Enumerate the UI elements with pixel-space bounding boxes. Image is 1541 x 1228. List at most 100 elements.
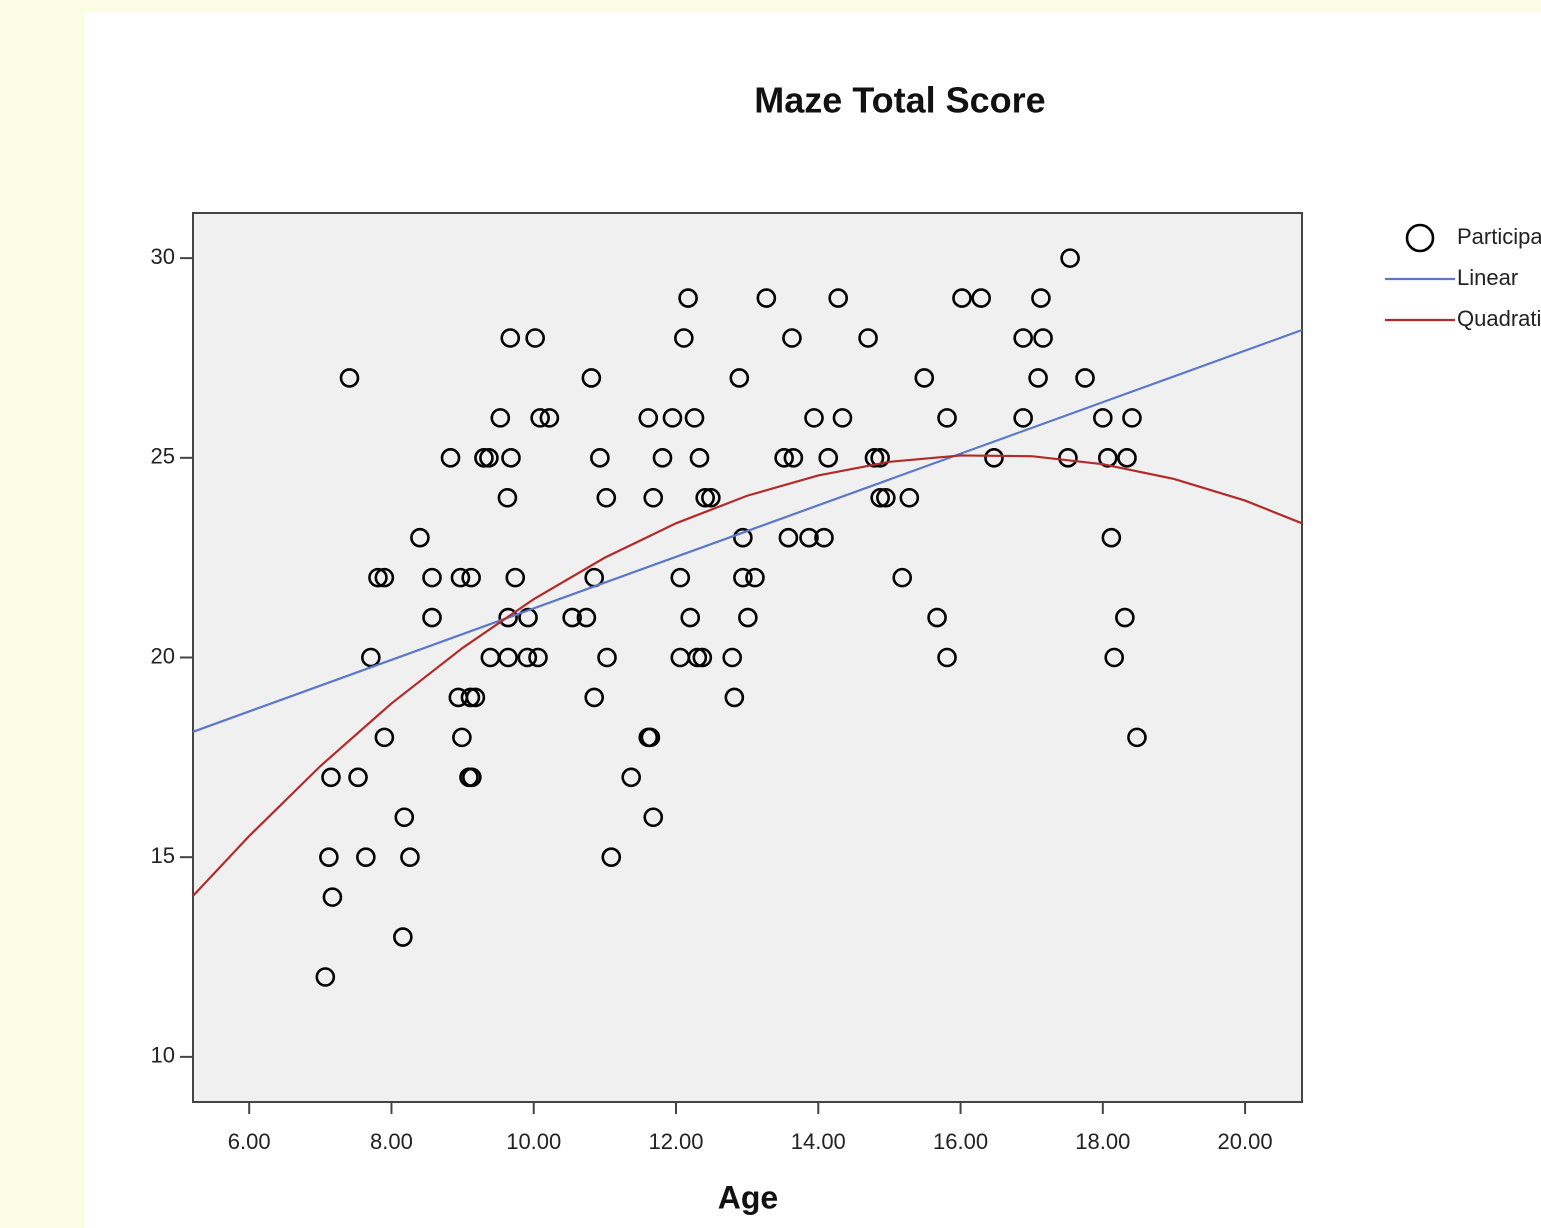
data-point	[864, 448, 885, 468]
data-point	[479, 448, 499, 468]
data-point	[339, 368, 360, 388]
data-point	[490, 408, 511, 428]
data-point	[892, 567, 913, 588]
data-point	[501, 448, 521, 468]
data-point	[756, 288, 777, 308]
data-point	[530, 408, 550, 428]
data-point	[576, 607, 597, 628]
y-tick-label: 10	[151, 1043, 175, 1068]
data-point	[684, 408, 705, 428]
legend-label: Linear	[1457, 265, 1518, 290]
data-point	[1028, 368, 1048, 388]
data-point	[733, 527, 753, 548]
x-tick-label: 6.00	[228, 1129, 271, 1154]
data-point	[452, 727, 472, 748]
data-point	[899, 487, 920, 508]
y-tick-label: 20	[151, 643, 175, 668]
data-point	[692, 647, 713, 668]
data-point	[601, 847, 622, 867]
data-point	[680, 607, 701, 628]
data-point	[462, 767, 482, 788]
data-point	[695, 487, 715, 508]
data-point	[374, 567, 395, 588]
data-point	[937, 408, 957, 428]
data-point	[876, 487, 896, 508]
data-point	[460, 687, 481, 708]
data-point	[498, 607, 518, 628]
data-point	[1060, 248, 1080, 268]
fit-line	[192, 454, 1303, 897]
data-point	[937, 647, 957, 668]
data-point	[670, 567, 691, 588]
x-tick-label: 18.00	[1075, 1129, 1130, 1154]
data-point	[1122, 408, 1142, 428]
data-point	[1013, 328, 1033, 348]
data-point	[971, 288, 991, 308]
data-point	[440, 448, 461, 468]
data-point	[517, 647, 538, 668]
chart-title: Maze Total Score	[754, 80, 1045, 121]
data-point	[774, 448, 794, 468]
data-point	[348, 767, 368, 788]
data-point	[465, 687, 486, 708]
legend-marker	[1405, 223, 1435, 253]
data-point	[356, 847, 376, 867]
data-point	[1033, 328, 1053, 348]
data-point	[927, 607, 947, 628]
data-point	[528, 647, 548, 668]
x-tick-label: 8.00	[370, 1129, 413, 1154]
data-point	[814, 527, 834, 548]
data-point	[498, 647, 518, 668]
data-point	[828, 288, 848, 308]
data-point	[818, 448, 839, 468]
data-point	[745, 567, 765, 588]
data-point	[497, 487, 518, 508]
legend-label: Quadratic	[1457, 306, 1541, 331]
data-point	[1104, 647, 1125, 668]
x-tick-label: 12.00	[648, 1129, 703, 1154]
data-point	[505, 567, 526, 588]
data-point	[643, 807, 664, 828]
data-point	[596, 487, 617, 508]
data-point	[722, 647, 743, 668]
data-point	[1115, 607, 1135, 628]
data-point	[597, 647, 617, 668]
data-point	[368, 567, 388, 588]
data-point	[1031, 288, 1051, 308]
data-point	[1127, 727, 1147, 748]
data-point	[1093, 408, 1113, 428]
y-tick-label: 25	[151, 444, 175, 469]
data-point	[1013, 408, 1033, 428]
data-point	[394, 807, 415, 828]
data-point	[474, 448, 494, 468]
data-point	[1075, 368, 1095, 388]
data-point	[652, 448, 673, 468]
data-point	[678, 288, 698, 308]
data-point	[400, 847, 420, 867]
data-point	[778, 527, 799, 548]
data-point	[674, 328, 694, 348]
data-point	[621, 767, 641, 788]
data-point	[525, 328, 545, 348]
data-point	[783, 448, 804, 468]
x-axis-label: Age	[718, 1179, 778, 1215]
data-point	[914, 368, 935, 388]
data-point	[640, 727, 661, 748]
data-point	[319, 847, 339, 867]
data-point	[315, 967, 336, 987]
data-point	[804, 408, 824, 428]
y-tick-label: 30	[151, 244, 175, 269]
x-tick-label: 14.00	[791, 1129, 846, 1154]
data-point	[687, 647, 708, 668]
data-point	[584, 687, 605, 708]
data-point	[450, 567, 471, 588]
data-point	[393, 927, 413, 947]
data-point	[539, 408, 560, 428]
x-tick-label: 16.00	[933, 1129, 988, 1154]
data-point	[643, 487, 664, 508]
data-point	[361, 647, 381, 668]
data-point	[782, 328, 802, 348]
data-point	[518, 607, 538, 628]
data-point	[422, 607, 442, 628]
